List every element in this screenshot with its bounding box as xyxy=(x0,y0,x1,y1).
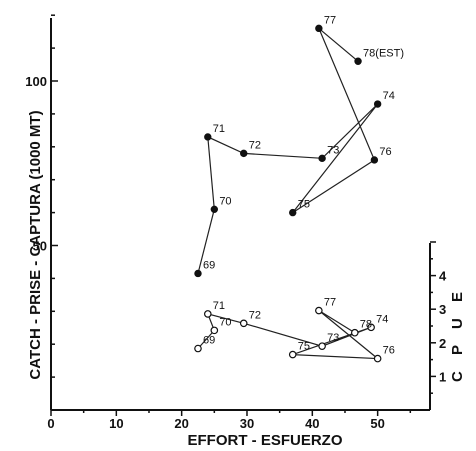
tick-labels: 0 10 20 30 40 50 50 100 1 2 3 4 xyxy=(25,74,447,431)
point-left-73 xyxy=(318,154,326,163)
point-left-76 xyxy=(370,156,379,164)
point-right-69 xyxy=(194,344,202,353)
point-left-71 xyxy=(204,133,212,141)
y-right-tick-label-1: 1 xyxy=(439,369,446,384)
ticks xyxy=(50,14,436,416)
point-right-71 xyxy=(203,310,212,318)
year-label-right-70: 70 xyxy=(219,316,231,328)
series-lines xyxy=(197,27,380,360)
year-label-right-69: 69 xyxy=(203,335,215,347)
series-left-line xyxy=(197,27,379,274)
point-left-70 xyxy=(210,205,219,214)
x-tick-label-30: 30 xyxy=(240,416,254,431)
point-left-69 xyxy=(194,269,202,278)
series-right-line xyxy=(197,309,380,360)
year-label-right-72: 72 xyxy=(249,309,261,321)
y-right-tick-label-3: 3 xyxy=(439,302,446,317)
x-axis-title: EFFORT - ESFUERZO xyxy=(188,432,343,449)
y-right-tick-label-2: 2 xyxy=(439,336,446,351)
point-left-78 xyxy=(354,57,362,65)
year-label-right-77: 77 xyxy=(324,297,336,309)
year-label-left-70: 70 xyxy=(219,195,231,207)
year-label-right-76: 76 xyxy=(383,345,395,357)
point-right-77 xyxy=(315,306,323,315)
year-label-left-72: 72 xyxy=(249,139,261,151)
x-tick-label-10: 10 xyxy=(109,416,123,431)
point-right-74 xyxy=(367,323,375,332)
y-right-tick-label-4: 4 xyxy=(439,269,447,284)
point-right-78 xyxy=(350,328,359,337)
x-tick-label-20: 20 xyxy=(174,416,188,431)
point-left-72 xyxy=(240,149,248,158)
year-label-left-69: 69 xyxy=(203,259,215,271)
point-right-75 xyxy=(288,350,297,359)
year-label-left-71: 71 xyxy=(213,123,225,135)
year-labels: 69 70 71 72 73 74 75 76 77 78(EST) 69 70 71 72 73 74 75 7… xyxy=(203,14,404,356)
year-label-left-78: 78(EST) xyxy=(363,47,404,59)
year-label-right-71: 71 xyxy=(213,300,225,312)
point-left-75 xyxy=(289,208,297,217)
point-left-74 xyxy=(373,100,382,108)
axes xyxy=(50,18,431,411)
year-label-left-74: 74 xyxy=(383,90,395,102)
point-right-72 xyxy=(239,319,248,328)
series-points xyxy=(194,24,382,363)
year-label-left-73: 73 xyxy=(327,144,339,156)
y-left-tick-label-100: 100 xyxy=(25,74,47,89)
year-label-right-78: 78 xyxy=(360,319,372,331)
y-left-tick-label-50: 50 xyxy=(33,239,47,254)
point-right-73 xyxy=(318,342,326,350)
year-label-left-76: 76 xyxy=(379,146,391,158)
y-axis-left-title: CATCH - PRISE - CAPTURA (1000 MT) xyxy=(27,110,44,379)
year-label-right-73: 73 xyxy=(327,332,339,344)
x-tick-label-50: 50 xyxy=(370,416,384,431)
y-axis-right-title: C P U E xyxy=(449,286,466,382)
point-right-76 xyxy=(373,354,382,363)
year-label-right-74: 74 xyxy=(376,313,388,325)
year-label-right-75: 75 xyxy=(298,341,310,353)
x-tick-label-40: 40 xyxy=(305,416,319,431)
year-label-left-77: 77 xyxy=(324,14,336,26)
point-left-77 xyxy=(315,24,323,33)
year-label-left-75: 75 xyxy=(298,199,310,211)
x-tick-label-0: 0 xyxy=(47,416,54,431)
point-right-70 xyxy=(210,326,219,335)
